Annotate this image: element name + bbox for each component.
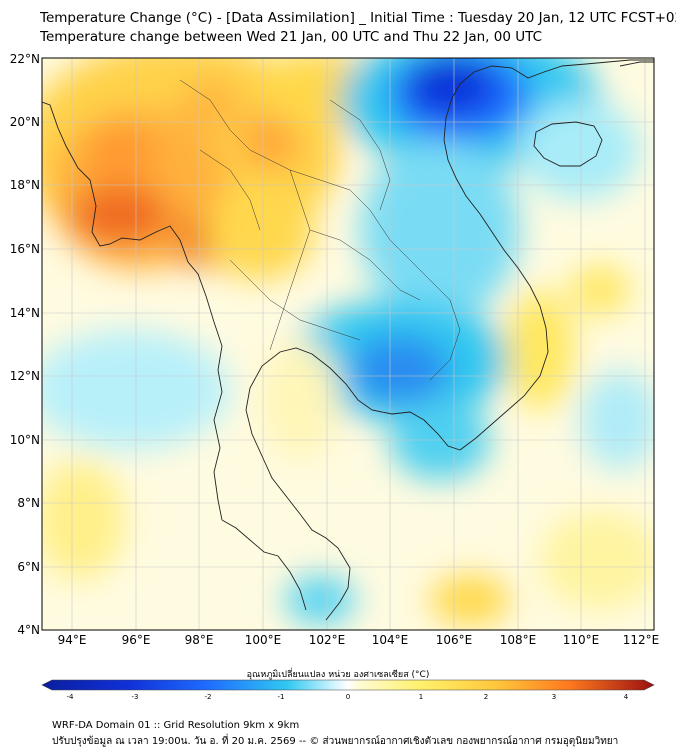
lat-label-20n: 20°N <box>9 115 40 129</box>
colorbar-tick: 4 <box>623 693 629 701</box>
lat-label-22n: 22°N <box>9 52 40 66</box>
colorbar-tick: 0 <box>345 693 351 701</box>
lon-label-102e: 102°E <box>308 633 346 647</box>
colorbar-tick: -1 <box>277 693 285 701</box>
lon-label-104e: 104°E <box>371 633 409 647</box>
lon-label-94e: 94°E <box>57 633 87 647</box>
graticule <box>42 58 654 630</box>
lat-label-6n: 6°N <box>17 560 40 574</box>
coastlines <box>42 59 654 621</box>
footer-model-info: WRF-DA Domain 01 :: Grid Resolution 9km … <box>52 720 300 731</box>
lat-label-4n: 4°N <box>17 623 40 637</box>
colorbar-tick: 3 <box>551 693 557 701</box>
colorbar-title: อุณหภูมิเปลี่ยนแปลง หน่วย องศาเซลเซียส (… <box>246 670 430 680</box>
lat-label-10n: 10°N <box>9 433 40 447</box>
admin-borders <box>179 79 461 381</box>
lon-label-108e: 108°E <box>499 633 537 647</box>
lat-label-12n: 12°N <box>9 369 40 383</box>
footer-update-info: ปรับปรุงข้อมูล ณ เวลา 19:00น. วัน อ. ที่… <box>52 736 619 747</box>
lon-label-100e: 100°E <box>244 633 282 647</box>
lat-label-16n: 16°N <box>9 242 40 256</box>
lat-label-18n: 18°N <box>9 178 40 192</box>
lon-label-110e: 110°E <box>562 633 600 647</box>
lat-label-14n: 14°N <box>9 306 40 320</box>
map-frame <box>41 57 655 631</box>
colorbar-tick: -3 <box>131 693 139 701</box>
map-title-line-2: Temperature change between Wed 21 Jan, 0… <box>40 29 542 45</box>
colorbar-tick: -2 <box>204 693 212 701</box>
lon-label-106e: 106°E <box>435 633 473 647</box>
colorbar-tick: 2 <box>483 693 489 701</box>
map-title-line-1: Temperature Change (°C) - [Data Assimila… <box>40 10 676 26</box>
temperature-field <box>42 58 654 630</box>
colorbar <box>41 679 655 691</box>
colorbar-tick: -4 <box>66 693 74 701</box>
colorbar-tick: 1 <box>418 693 424 701</box>
lon-label-96e: 96°E <box>121 633 151 647</box>
lon-label-98e: 98°E <box>184 633 214 647</box>
lat-label-8n: 8°N <box>17 496 40 510</box>
lon-label-112e: 112°E <box>622 633 660 647</box>
